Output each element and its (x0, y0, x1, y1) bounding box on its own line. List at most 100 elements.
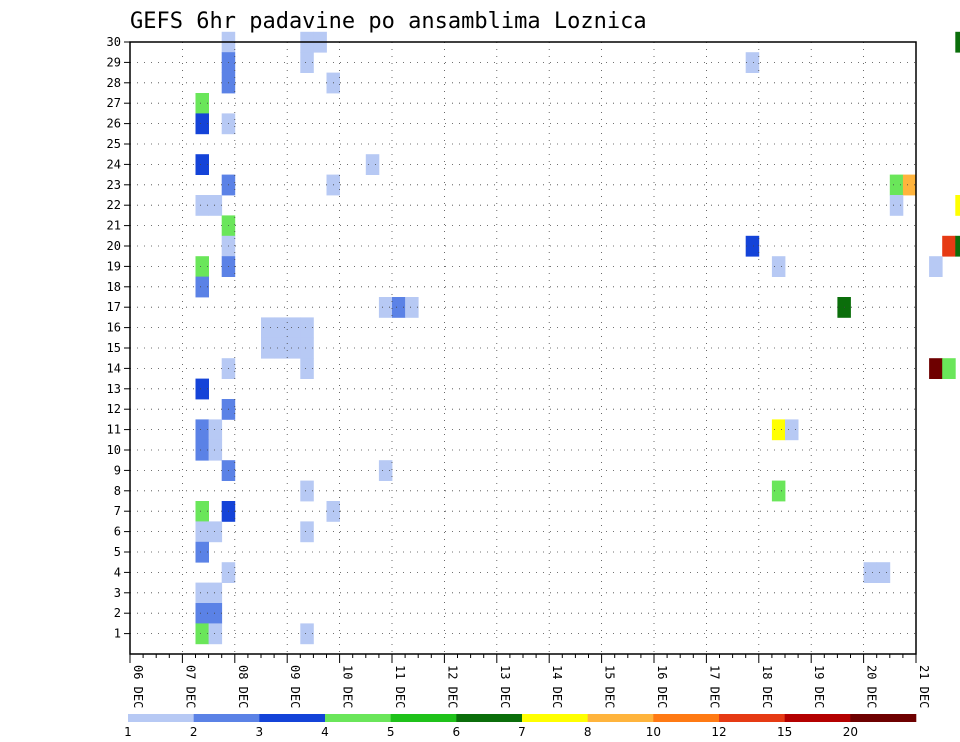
x-tick-label: 10 DEC (341, 665, 355, 708)
heatmap-cell (889, 174, 904, 196)
heatmap-cell (195, 154, 209, 175)
y-tick-label: 10 (107, 443, 121, 457)
x-tick-label: 16 DEC (655, 665, 669, 708)
heatmap-cell (195, 276, 209, 298)
heatmap-cell (195, 439, 209, 461)
plot-frame (129, 41, 917, 655)
x-tick-label: 15 DEC (603, 665, 617, 708)
x-tick-label: 06 DEC (131, 665, 145, 708)
heatmap-cell (942, 358, 956, 379)
heatmap-cell (208, 419, 223, 441)
heatmap-cell (955, 195, 960, 216)
x-tick-label: 11 DEC (393, 665, 407, 708)
chart-title: GEFS 6hr padavine po ansamblima Loznica (130, 9, 647, 34)
colorbar-swatch (128, 714, 194, 722)
y-tick-label: 8 (114, 484, 121, 498)
heatmap-cell (208, 623, 223, 645)
x-tick-label: 14 DEC (550, 665, 564, 708)
y-tick-label: 23 (107, 178, 121, 192)
y-tick-label: 13 (107, 382, 121, 396)
colorbar-label: 2 (190, 725, 198, 739)
colorbar-swatch (719, 714, 785, 722)
heatmap-cell (195, 378, 209, 400)
y-tick-label: 28 (107, 76, 121, 90)
heatmap-cell (889, 195, 904, 216)
y-tick-label: 27 (107, 96, 121, 110)
colorbar-swatch (390, 714, 457, 722)
heatmap-cell (195, 195, 209, 216)
y-tick-label: 17 (107, 300, 121, 314)
colorbar-label: 10 (646, 725, 661, 739)
y-tick-label: 9 (114, 463, 121, 477)
heatmap-cell (955, 31, 960, 53)
y-tick-label: 21 (107, 219, 121, 233)
heatmap-cell (195, 93, 209, 114)
heatmap-cell (771, 419, 786, 441)
y-tick-label: 19 (107, 259, 121, 273)
colorbar-swatch (784, 714, 851, 722)
heatmap-cell (365, 154, 380, 175)
x-tick-label: 20 DEC (865, 665, 879, 708)
x-tick-label: 12 DEC (445, 665, 459, 708)
x-tick-label: 19 DEC (812, 665, 826, 708)
colorbar-label: 15 (777, 725, 792, 739)
colorbar-label: 12 (711, 725, 726, 739)
heatmap-cell (876, 562, 891, 583)
x-axis: 06 DEC 07 DEC 08 DEC 09 DEC 10 DEC 11 DEC 12 D… (129, 654, 931, 708)
y-tick-label: 11 (107, 423, 121, 437)
heatmap-cell (274, 317, 288, 339)
heatmap-cell (195, 603, 209, 624)
heatmap-cell (929, 256, 943, 277)
heatmap-cell (929, 358, 943, 379)
y-axis: 1234567891011121314151617181920212223242… (107, 35, 130, 641)
colorbar-label: 5 (387, 725, 395, 739)
colorbar-legend: 1 2 3 4 5 6 7 8 10 12 15 20 (124, 714, 917, 739)
y-tick-label: 12 (107, 402, 121, 416)
y-tick-label: 25 (107, 137, 121, 151)
colorbar-label: 3 (256, 725, 264, 739)
heatmap-cell (287, 317, 301, 339)
y-tick-label: 20 (107, 239, 121, 253)
heatmap-cell (902, 174, 917, 196)
heatmap-cell (195, 113, 209, 135)
y-tick-label: 22 (107, 198, 121, 212)
x-tick-label: 09 DEC (288, 665, 302, 708)
y-tick-label: 4 (114, 565, 121, 579)
colorbar-swatch (325, 714, 391, 722)
heatmap-cell (745, 235, 760, 257)
heatmap-cell (195, 623, 209, 645)
y-tick-label: 26 (107, 117, 121, 131)
colorbar-swatch (193, 714, 260, 722)
y-tick-label: 24 (107, 157, 121, 171)
heatmap-cell (785, 419, 799, 441)
heatmap-cell (208, 521, 223, 543)
heatmap-cell (378, 297, 393, 318)
colorbar-label: 7 (518, 725, 526, 739)
heatmap-cell (287, 337, 301, 359)
heatmap-cell (195, 419, 209, 441)
colorbar-label: 4 (321, 725, 329, 739)
grid-lines (130, 41, 916, 654)
x-tick-label: 13 DEC (498, 665, 512, 708)
colorbar-label: 6 (453, 725, 461, 739)
y-tick-label: 7 (114, 504, 121, 518)
heatmap-cell (300, 521, 314, 543)
heatmap-cell (208, 439, 223, 461)
heatmap-cell (195, 541, 209, 563)
heatmap-cell (195, 521, 209, 543)
heatmap-cell (195, 501, 209, 522)
heatmap-cell (300, 623, 314, 645)
x-tick-label: 17 DEC (707, 665, 721, 708)
colorbar-label: 20 (843, 725, 858, 739)
heatmap-cell (955, 235, 960, 257)
heatmap-cell (392, 297, 406, 318)
y-tick-label: 5 (114, 545, 121, 559)
heatmap-cell (300, 317, 314, 339)
heatmap-cell (261, 337, 275, 359)
colorbar-label: 8 (584, 725, 592, 739)
y-tick-label: 3 (114, 586, 121, 600)
heatmap-cell (208, 195, 223, 216)
colorbar-swatch (259, 714, 326, 722)
x-tick-label: 18 DEC (760, 665, 774, 708)
